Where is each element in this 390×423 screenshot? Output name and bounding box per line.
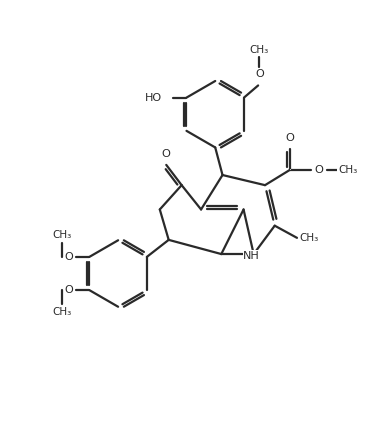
Text: C: C: [290, 169, 291, 170]
Text: CH₃: CH₃: [300, 233, 319, 243]
Text: O: O: [65, 285, 73, 295]
Text: O: O: [255, 69, 264, 79]
Text: CH₃: CH₃: [52, 230, 71, 239]
Text: CH₃: CH₃: [52, 308, 71, 317]
Text: NH: NH: [243, 251, 260, 261]
Text: O: O: [65, 252, 73, 262]
Text: HO: HO: [145, 93, 162, 103]
Text: CH₃: CH₃: [338, 165, 357, 175]
Text: CH₃: CH₃: [250, 45, 269, 55]
Text: O: O: [162, 148, 171, 159]
Text: O: O: [285, 133, 294, 143]
Text: O: O: [314, 165, 323, 175]
